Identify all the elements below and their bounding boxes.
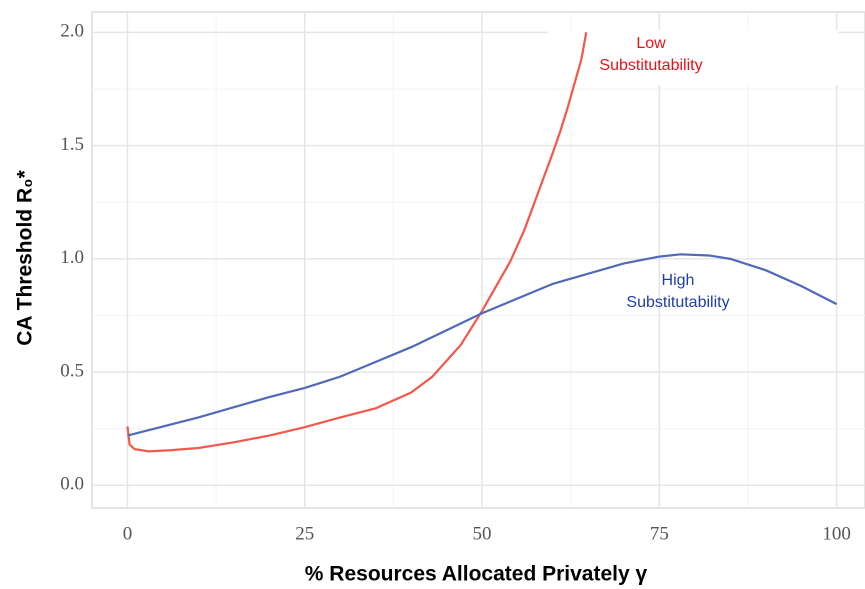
annotation: Substitutability (599, 57, 702, 74)
y-axis-label: CA Threshold R₀* (14, 169, 37, 345)
x-tick-label: 25 (295, 523, 314, 544)
x-axis-label: % Resources Allocated Privately γ (305, 563, 648, 586)
y-tick-label: 0.0 (60, 474, 84, 495)
y-tick-label: 0.5 (60, 360, 84, 381)
plot-panel (91, 11, 865, 509)
y-tick-label: 2.0 (60, 21, 84, 42)
annotation-background (548, 30, 838, 85)
x-tick-label: 50 (473, 523, 492, 544)
annotation: Low (636, 35, 666, 52)
annotation: High (662, 272, 695, 289)
x-tick-label: 0 (123, 523, 133, 544)
y-tick-label: 1.0 (60, 247, 84, 268)
x-tick-label: 100 (822, 523, 851, 544)
grid (92, 12, 865, 508)
line-series (126, 32, 588, 453)
y-tick-label: 1.5 (60, 134, 84, 155)
line-series (127, 253, 838, 437)
x-tick-label: 75 (650, 523, 669, 544)
annotation: Substitutability (626, 294, 729, 311)
